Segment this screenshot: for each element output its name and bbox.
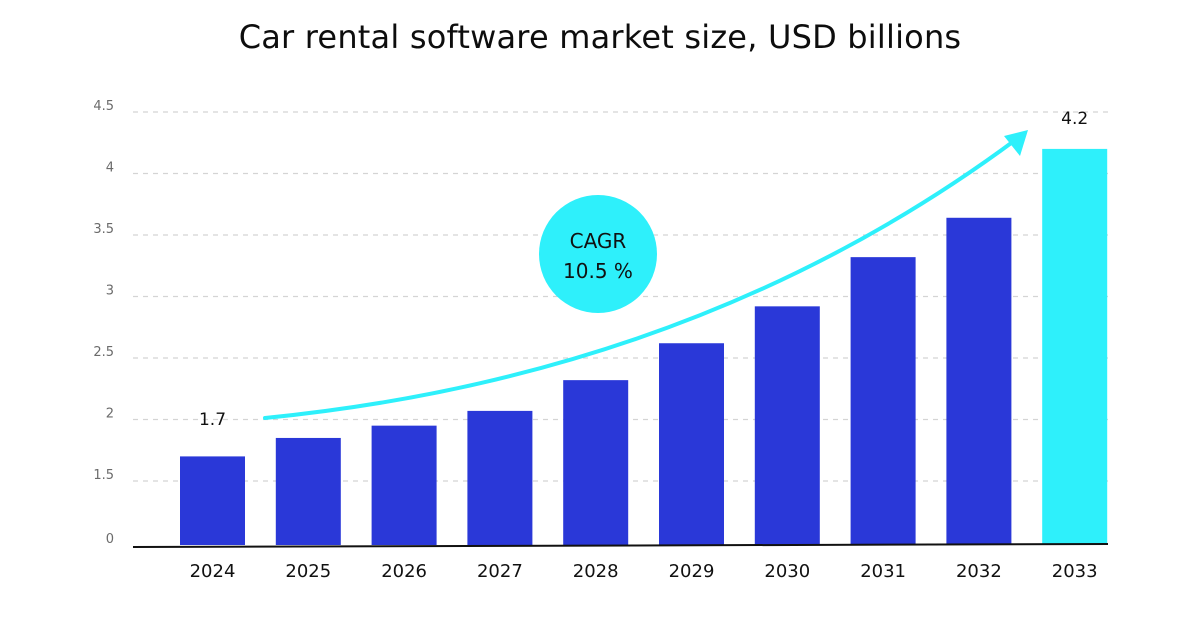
x-tick-label: 2030 — [764, 561, 810, 582]
y-tick-label: 2.5 — [93, 345, 114, 360]
data-labels: 1.7 4.2 — [199, 109, 1088, 430]
growth-arrow — [263, 136, 1020, 420]
x-tick-label: 2031 — [860, 561, 906, 582]
bar-2032 — [946, 217, 1012, 545]
x-axis-labels: 2024 2025 2026 2027 2028 2029 2030 2031 2032 2033 — [190, 561, 1098, 582]
y-tick-label: 4 — [106, 161, 114, 176]
y-tick-label: 1.5 — [93, 468, 114, 483]
bar-2025 — [275, 437, 341, 545]
x-tick-label: 2026 — [381, 561, 427, 582]
x-axis-line — [132, 543, 1109, 548]
cagr-label: CAGR — [570, 229, 627, 253]
cagr-circle — [539, 195, 657, 313]
y-tick-label: 4.5 — [93, 99, 114, 114]
y-tick-label: 2 — [106, 407, 114, 422]
bar-2029 — [659, 343, 724, 545]
bar-2030 — [754, 306, 820, 545]
y-axis-ticks: 0 1.5 2 2.5 3 3.5 4 4.5 — [93, 99, 114, 547]
x-tick-label: 2027 — [477, 561, 523, 582]
bar-2028 — [563, 380, 629, 545]
y-tick-label: 3 — [106, 284, 114, 299]
growth-arrow-head — [1004, 130, 1028, 156]
bar-2033 — [1042, 148, 1108, 545]
y-tick-label: 3.5 — [93, 222, 114, 237]
bar-2031 — [850, 257, 916, 545]
chart-title: Car rental software market size, USD bil… — [238, 18, 962, 56]
y-tick-label: 0 — [106, 532, 114, 547]
bars — [180, 148, 1108, 545]
x-tick-label: 2028 — [573, 561, 619, 582]
x-tick-label: 2033 — [1052, 561, 1098, 582]
bar-2027 — [467, 410, 533, 545]
x-tick-label: 2029 — [669, 561, 715, 582]
data-label-first: 1.7 — [199, 410, 226, 430]
data-label-last: 4.2 — [1061, 109, 1088, 129]
x-tick-label: 2025 — [285, 561, 331, 582]
x-tick-label: 2024 — [190, 561, 236, 582]
x-tick-label: 2032 — [956, 561, 1002, 582]
bar-2026 — [371, 425, 437, 545]
bar-2024 — [180, 456, 245, 545]
cagr-value: 10.5 % — [563, 259, 633, 283]
